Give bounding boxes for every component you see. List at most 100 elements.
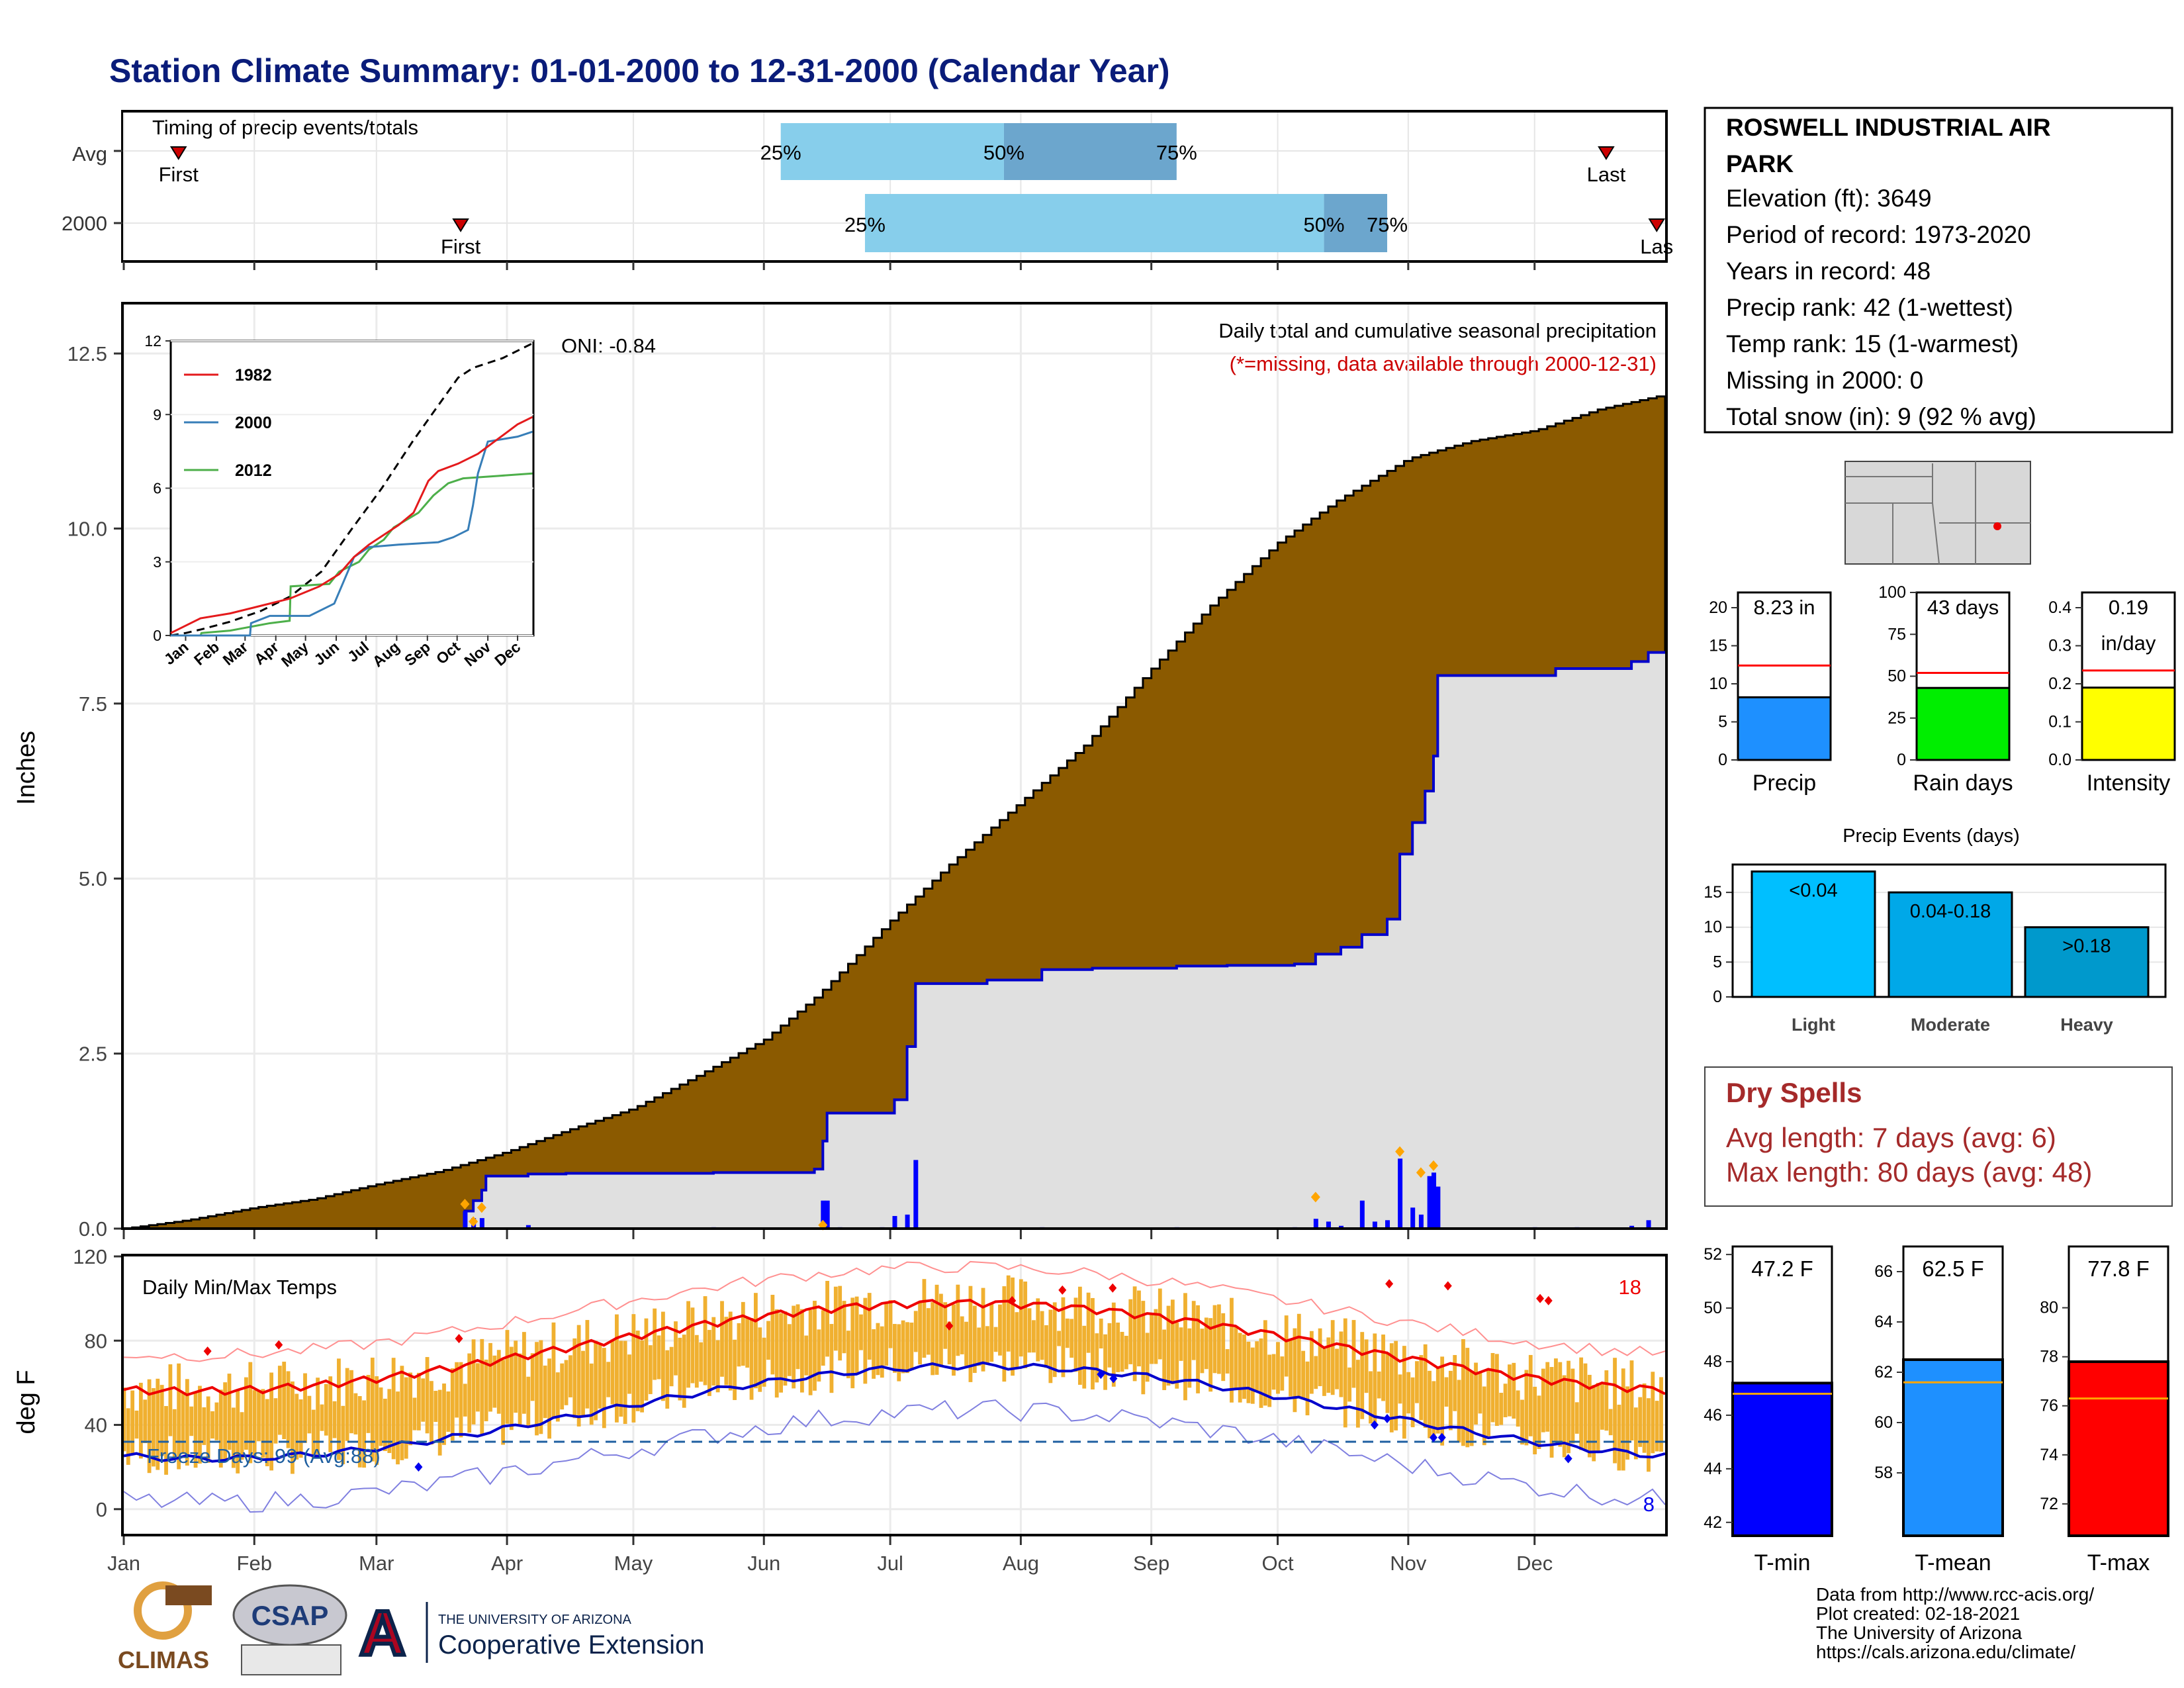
daily-temp-bar [1116, 1322, 1120, 1372]
daily-temp-bar [421, 1378, 426, 1422]
daily-temp-bar [1242, 1335, 1246, 1399]
temp-bar-value-label: 77.8 F [2087, 1256, 2150, 1281]
precip-panel-border [121, 302, 1668, 1230]
daily-temp-bar [572, 1338, 577, 1419]
daily-temp-bar [357, 1396, 362, 1468]
month-axis-label: Oct [1261, 1552, 1294, 1575]
daily-temp-bar [1305, 1361, 1310, 1416]
daily-temp-bar [1326, 1337, 1331, 1393]
daily-temp-bar [960, 1316, 964, 1354]
inset-series-2012 [171, 472, 533, 637]
daily-temp-bar [1537, 1395, 1541, 1449]
daily-temp-bar [1263, 1320, 1267, 1406]
daily-temp-bar [779, 1313, 783, 1393]
temp-bar-y-tick-label: 64 [1874, 1313, 1893, 1331]
daily-temp-bar [1301, 1350, 1306, 1400]
daily-temp-bar [240, 1412, 244, 1460]
daily-temp-bar [1183, 1293, 1187, 1401]
daily-temp-bar [476, 1363, 480, 1412]
precip-y-tick-label: 2.5 [79, 1043, 107, 1066]
daily-temp-bar [244, 1377, 248, 1450]
daily-temp-bar [1347, 1367, 1352, 1402]
daily-temp-bar [1465, 1348, 1470, 1448]
daily-temp-bar [1402, 1346, 1406, 1439]
daily-temp-bar [1077, 1286, 1082, 1385]
precip-missing-note: (*=missing, data available through 2000-… [1230, 352, 1657, 375]
daily-temp-bar [737, 1323, 741, 1367]
daily-temp-bar [1490, 1352, 1495, 1423]
daily-temp-bar [400, 1366, 404, 1460]
daily-temp-bar [416, 1372, 421, 1430]
daily-temp-bar [1508, 1364, 1512, 1417]
daily-temp-bar [1360, 1332, 1365, 1419]
temp-bar-y-tick-label: 58 [1874, 1464, 1893, 1482]
daily-temp-bar [1044, 1325, 1048, 1368]
daily-temp-bar [804, 1335, 809, 1376]
temp-bar-value [1731, 1382, 1833, 1537]
daily-temp-bar [657, 1335, 661, 1380]
daily-temp-bar [1448, 1370, 1453, 1430]
ua-big-text: Cooperative Extension [438, 1630, 704, 1660]
daily-temp-bar [539, 1340, 543, 1434]
daily-temp-bar [800, 1309, 804, 1393]
month-axis-label: Jun [747, 1552, 780, 1575]
daily-temp-bar [1373, 1333, 1377, 1428]
daily-temp-bar [1267, 1354, 1272, 1407]
daily-temp-bar [766, 1321, 770, 1360]
climas-logo-text: CLIMAS [118, 1646, 209, 1673]
daily-temp-bar [733, 1339, 737, 1401]
page-title: Station Climate Summary: 01-01-2000 to 1… [109, 52, 1170, 89]
daily-temp-bar [1191, 1301, 1196, 1360]
station-years: Years in record: 48 [1726, 258, 1931, 285]
events-y-tick-label: 15 [1704, 883, 1722, 902]
daily-temp-bar [1613, 1358, 1617, 1464]
timing-panel: Timing of precip events/totals Avg 2000 … [62, 110, 1673, 270]
temp-y-tick-label: 80 [85, 1329, 107, 1352]
daily-temp-bar [1474, 1362, 1478, 1425]
daily-temp-bar [1212, 1305, 1217, 1374]
credits: Data from http://www.rcc-acis.org/ Plot … [1816, 1584, 2094, 1662]
daily-temp-bar [488, 1342, 492, 1412]
climas-logo: CLIMAS [118, 1581, 212, 1673]
daily-temp-bar [749, 1318, 754, 1400]
daily-precip-bar [1410, 1207, 1416, 1229]
events-frame [1731, 863, 2167, 998]
daily-temp-bar [218, 1389, 223, 1468]
precip-event-diamond [477, 1202, 486, 1213]
daily-temp-bar [1150, 1313, 1154, 1364]
inset-y-tick-label: 0 [153, 627, 161, 644]
daily-temp-bar [1271, 1354, 1276, 1390]
record-low-marker [1370, 1420, 1379, 1430]
precip-y-tick-label: 0.0 [79, 1217, 107, 1241]
daily-temp-bar [396, 1391, 400, 1465]
y2000-cumulative-line [124, 651, 1665, 1230]
mini-bar-value [2081, 686, 2176, 761]
daily-temp-bar [1567, 1360, 1570, 1454]
daily-temp-bar [1002, 1286, 1007, 1382]
daily-temp-bar [1482, 1386, 1486, 1446]
record-high-marker [1385, 1279, 1394, 1289]
station-total-snow: Total snow (in): 9 (92 % avg) [1726, 403, 2036, 430]
daily-temp-bar [876, 1323, 880, 1376]
daily-temp-bar [956, 1284, 960, 1356]
daily-temp-bar [585, 1320, 590, 1409]
timing-bar-50-75 [1324, 194, 1388, 252]
daily-temp-bar [1309, 1331, 1314, 1394]
daily-precip-bar [913, 1160, 919, 1229]
daily-temp-bar [623, 1340, 627, 1425]
events-bar-label: >0.18 [2062, 936, 2111, 957]
mini-bar-y-tick-label: 0.0 [2048, 751, 2071, 769]
daily-temp-bar [977, 1327, 981, 1366]
daily-temp-bar [602, 1348, 606, 1429]
temp-bar-y-tick-label: 62 [1874, 1363, 1893, 1382]
temp-bar-y-tick-label: 74 [2040, 1446, 2058, 1464]
timing-percent-label: 75% [1367, 213, 1408, 236]
daily-temp-bar [728, 1311, 733, 1391]
daily-temp-bar [1461, 1338, 1465, 1446]
mini-bar-y-tick-label: 0 [1897, 751, 1906, 769]
daily-temp-bar [1284, 1315, 1289, 1377]
daily-temp-bar [324, 1383, 328, 1436]
y2000-cumulative-area [124, 652, 1665, 1229]
daily-temp-bar [328, 1376, 333, 1452]
